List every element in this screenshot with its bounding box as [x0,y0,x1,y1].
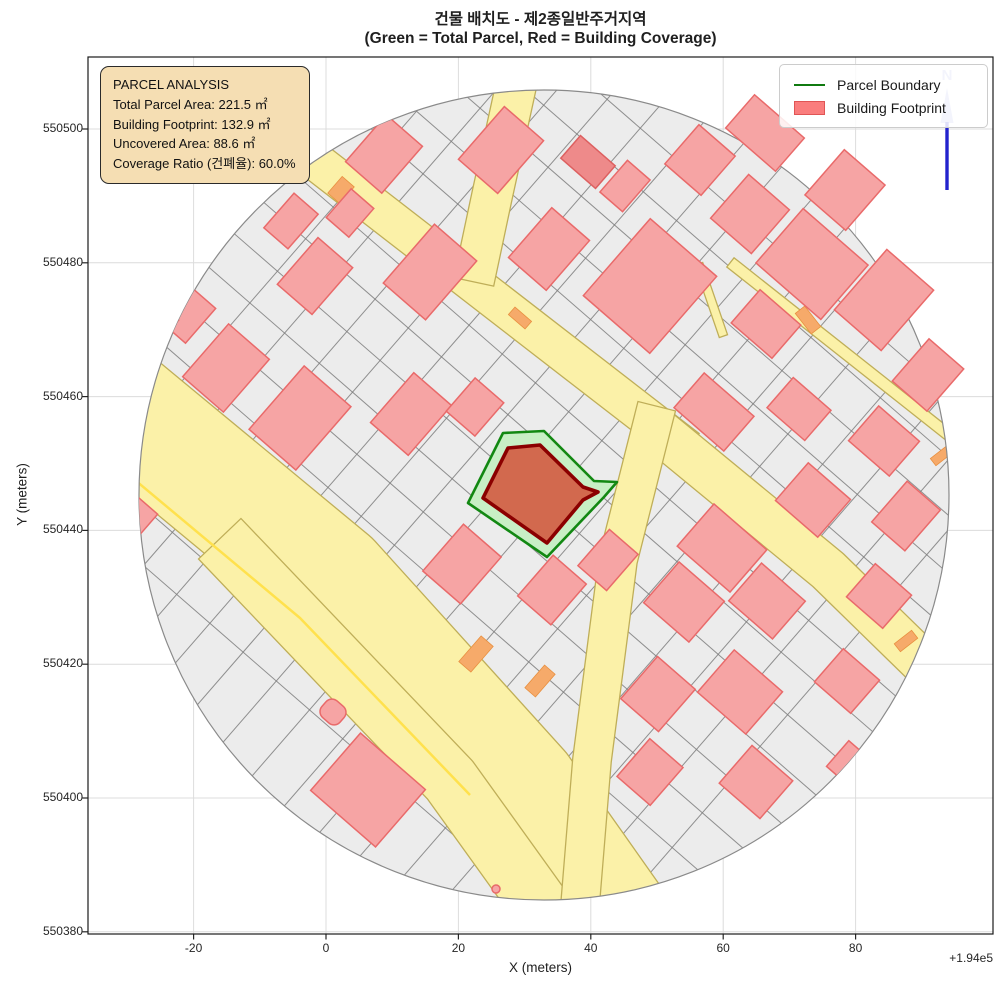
chart-title: 건물 배치도 - 제2종일반주거지역 [434,11,647,28]
building-footprint-shape [696,648,784,736]
y-tick-label: 550420 [42,656,83,671]
building-footprint-shape [813,647,881,715]
building-footprint-shape [325,187,375,239]
building-footprint-shape [676,502,768,594]
analysis-uncovered-area: Uncovered Area: 88.6 ㎡ [113,136,256,152]
building-footprint-shape [276,236,354,316]
building-footprint-shape [891,337,965,413]
building-footprint-shape [663,123,737,197]
building-footprint-shape [457,105,545,195]
y-tick-label: 550500 [42,121,83,135]
axis-offset-text: +1.94e5 [949,951,993,965]
building-footprint-shape [421,523,503,605]
building-footprint-shape [718,744,794,820]
y-tick-label: 550480 [42,254,83,269]
plot-spines [87,56,994,935]
parcel-analysis-box: PARCEL ANALYSIS Total Parcel Area: 221.5… [100,66,310,184]
building-footprint-shape [672,371,756,453]
x-tick-label: 40 [584,941,598,955]
y-tick-label: 550400 [42,790,83,804]
y-axis-label: Y (meters) [14,463,30,526]
building-footprint-shape [619,655,697,733]
y-tick-label: 550460 [42,388,83,403]
building-footprint-shape [181,322,271,414]
analysis-total-area: Total Parcel Area: 221.5 ㎡ [113,96,268,112]
target-building-footprint [481,443,600,545]
buildings-overflow [663,93,965,413]
axis-ticks [82,128,857,940]
building-footprint-shape [803,148,887,232]
building-footprint-shape [774,461,852,539]
building-footprint-shape [582,217,718,355]
x-tick-label: 60 [716,941,730,955]
building-footprint-shape [845,562,913,630]
analysis-coverage-ratio: Coverage Ratio (건폐율): 60.0% [113,156,296,171]
x-axis-label: X (meters) [508,960,572,975]
building-footprint-shape [833,248,935,352]
building-footprint-shape [344,113,424,195]
legend-label: Parcel Boundary [837,77,941,93]
building-footprint-shape [319,698,347,726]
parcel-boundary-line-swatch [794,84,825,86]
legend: Parcel Boundary Building Footprint [779,64,988,128]
building-footprint-shape [309,732,427,848]
building-footprint-shape [847,404,921,478]
building-footprint-shape [870,480,942,552]
building-footprint-shape [754,207,870,321]
building-footprint-shape [369,371,453,457]
building-footprint-shape [139,496,159,538]
legend-item-building-footprint: Building Footprint [794,100,977,116]
x-tick-label: 80 [848,941,863,955]
map-boundary [138,89,950,901]
x-tick-label: -20 [184,941,203,955]
building-footprint-shape [615,737,685,807]
building-footprint-shape [730,288,802,360]
building-footprint-shape [262,192,320,250]
building-footprint-shape [516,554,588,626]
building-footprint-shape [247,364,353,472]
x-tick-label: 0 [322,941,330,955]
building-footprint-shape [576,528,640,592]
building-footprint-shape [445,376,505,438]
building-footprint-shape [727,562,807,640]
building-footprint-shape [598,159,652,213]
x-tick-label: 20 [451,941,466,955]
legend-label: Building Footprint [837,100,946,116]
building-footprint-shape [507,206,591,292]
building-footprint-shape [491,884,501,894]
building-footprint-shape [642,560,726,644]
y-tick-label: 550440 [42,522,83,537]
building-footprint-shape [765,376,833,442]
building-footprint-patch-swatch [794,101,825,115]
analysis-title: PARCEL ANALYSIS [113,77,230,92]
building-footprint-shape [709,173,791,255]
building-footprint-shape [559,134,617,190]
building-footprint-shape [382,223,478,321]
legend-item-parcel-boundary: Parcel Boundary [794,77,977,93]
y-tick-label: 550380 [42,923,83,938]
chart-subtitle: (Green = Total Parcel, Red = Building Co… [364,30,717,47]
analysis-building-footprint: Building Footprint: 132.9 ㎡ [113,116,271,132]
